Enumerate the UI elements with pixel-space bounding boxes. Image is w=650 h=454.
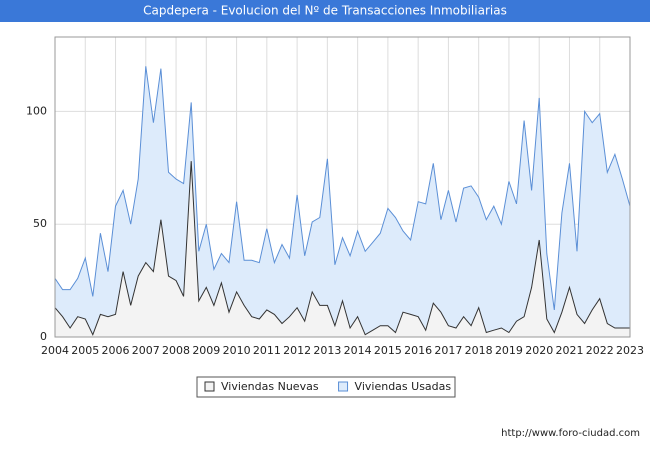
x-tick-label: 2010 [223, 344, 251, 357]
x-tick-label: 2009 [192, 344, 220, 357]
line [54, 66, 631, 310]
x-tick-label: 2021 [555, 344, 583, 357]
legend-swatch [338, 381, 349, 392]
x-tick-label: 2016 [404, 344, 432, 357]
footer: http://www.foro-ciudad.com [501, 428, 640, 439]
x-tick-label: 2015 [374, 344, 402, 357]
x-tick-label: 2011 [253, 344, 281, 357]
x-tick-label: 2023 [616, 344, 644, 357]
chart-title: Capdepera - Evolucion del Nº de Transacc… [143, 4, 507, 18]
x-tick-label: 2014 [344, 344, 372, 357]
x-tick-label: 2008 [162, 344, 190, 357]
x-tick-label: 2022 [586, 344, 614, 357]
legend-label: Viviendas Nuevas [221, 380, 319, 393]
y-tick-label: 0 [40, 330, 47, 343]
x-tick-label: 2020 [525, 344, 553, 357]
area [55, 66, 630, 338]
plot-border [54, 36, 631, 338]
x-tick-label: 2007 [132, 344, 160, 357]
y-tick-label: 100 [26, 104, 47, 117]
x-tick-label: 2013 [313, 344, 341, 357]
x-tick-label: 2017 [434, 344, 462, 357]
line [54, 161, 630, 336]
title-bar [0, 0, 650, 22]
x-tick-label: 2004 [41, 344, 69, 357]
legend: Viviendas Nuevas Viviendas Usadas [196, 376, 456, 398]
y-tick-label: 50 [33, 217, 47, 230]
x-tick-label: 2006 [102, 344, 130, 357]
x-tick-label: 2005 [71, 344, 99, 357]
legend-box [196, 376, 456, 398]
legend-swatch [204, 381, 215, 392]
x-tick-label: 2012 [283, 344, 311, 357]
x-tick-label: 2018 [465, 344, 493, 357]
x-tick-label: 2019 [495, 344, 523, 357]
legend-label: Viviendas Usadas [355, 380, 452, 393]
